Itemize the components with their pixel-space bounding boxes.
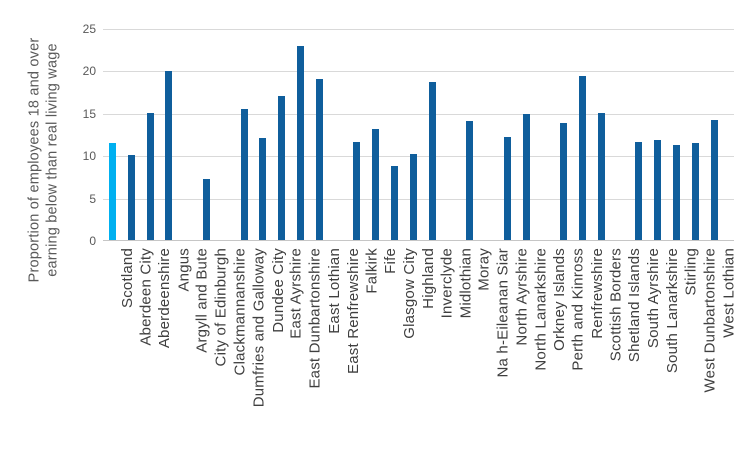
y-axis-title-line-2: earning below than real living wage <box>44 43 60 277</box>
bar-aberdeenshire <box>146 112 154 240</box>
gridline-10 <box>103 156 734 158</box>
x-label-north-ayrshire: North Ayrshire <box>513 248 531 346</box>
x-label-east-dunbartonshire: East Dunbartonshire <box>306 248 324 389</box>
bar-south-ayrshire <box>635 142 643 240</box>
y-tick-label-25: 25 <box>82 22 96 36</box>
bar-scottish-borders <box>597 112 605 240</box>
bar-north-ayrshire <box>503 136 511 240</box>
x-label-east-ayrshire: East Ayrshire <box>288 248 306 339</box>
bar-dundee-city <box>259 138 267 240</box>
bar-fife <box>372 128 380 240</box>
bar-renfrewshire <box>578 76 586 240</box>
x-label-shetland-islands: Shetland Islands <box>626 248 644 363</box>
x-label-clackmannanshire: Clackmannanshire <box>231 248 249 376</box>
y-axis-title: Proportion of employees 18 and over earn… <box>27 38 62 283</box>
gridline-15 <box>103 113 734 115</box>
bar-inverclyde <box>428 82 436 240</box>
bar-west-lothian <box>710 119 718 240</box>
bar-city-of-edinburgh <box>202 178 210 240</box>
y-tick-label-20: 20 <box>82 64 96 79</box>
x-label-north-lanarkshire: North Lanarkshire <box>532 248 550 371</box>
bar-stirling <box>672 145 680 240</box>
y-tick-label-15: 15 <box>82 106 96 121</box>
bar-scotland <box>108 143 116 240</box>
bar-glasgow-city <box>390 166 398 240</box>
bar-west-dunbartonshire <box>691 143 699 240</box>
bar-angus <box>165 71 173 240</box>
gridline-25 <box>103 29 734 30</box>
x-label-stirling: Stirling <box>682 248 700 296</box>
y-axis-title-line-1: Proportion of employees 18 and over <box>26 37 43 283</box>
bar-dumfries-and-galloway <box>240 108 248 240</box>
x-label-east-lothian: East Lothian <box>325 248 343 334</box>
x-axis-line <box>103 240 734 241</box>
bar-east-ayrshire <box>278 95 286 240</box>
x-label-west-lothian: West Lothian <box>720 248 738 338</box>
bar-east-lothian <box>315 78 323 240</box>
gridline-20 <box>103 71 734 73</box>
x-label-midlothian: Midlothian <box>457 248 475 319</box>
x-label-east-renfrewshire: East Renfrewshire <box>344 248 362 374</box>
x-label-inverclyde: Inverclyde <box>438 248 456 319</box>
x-label-orkney-islands: Orkney Islands <box>551 248 569 351</box>
x-label-scottish-borders: Scottish Borders <box>607 248 625 362</box>
x-label-scotland: Scotland <box>118 248 136 308</box>
bar-falkirk <box>353 141 361 240</box>
x-label-glasgow-city: Glasgow City <box>400 248 418 339</box>
x-label-na-h-eileanan-siar: Na h-Eileanan Siar <box>494 248 512 378</box>
bar-perth-and-kinross <box>560 122 568 240</box>
x-label-dumfries-and-galloway: Dumfries and Galloway <box>250 248 268 408</box>
x-label-argyll-and-bute: Argyll and Bute <box>194 248 212 353</box>
x-label-city-of-edinburgh: City of Edinburgh <box>212 248 230 367</box>
bar-north-lanarkshire <box>522 113 530 240</box>
bar-highland <box>409 154 417 240</box>
x-label-aberdeenshire: Aberdeenshire <box>156 248 174 349</box>
y-tick-label-10: 10 <box>82 149 96 164</box>
x-label-moray: Moray <box>476 248 494 291</box>
x-label-highland: Highland <box>419 248 437 309</box>
y-tick-label-5: 5 <box>89 191 96 206</box>
bar-east-dunbartonshire <box>296 45 304 240</box>
bar-moray <box>466 121 474 240</box>
x-label-dundee-city: Dundee City <box>269 248 287 333</box>
x-label-angus: Angus <box>175 248 193 292</box>
x-label-south-ayrshire: South Ayrshire <box>645 248 663 349</box>
x-label-west-dunbartonshire: West Dunbartonshire <box>701 248 719 393</box>
x-label-south-lanarkshire: South Lanarkshire <box>664 248 682 374</box>
plot-area <box>103 29 734 241</box>
bar-south-lanarkshire <box>654 139 662 240</box>
x-label-renfrewshire: Renfrewshire <box>588 248 606 339</box>
x-label-falkirk: Falkirk <box>363 248 381 294</box>
bar-aberdeen-city <box>127 155 135 240</box>
x-label-aberdeen-city: Aberdeen City <box>137 248 155 346</box>
y-tick-label-0: 0 <box>89 234 96 248</box>
x-label-fife: Fife <box>382 248 400 274</box>
x-label-perth-and-kinross: Perth and Kinross <box>570 248 588 371</box>
gridline-5 <box>103 198 734 200</box>
